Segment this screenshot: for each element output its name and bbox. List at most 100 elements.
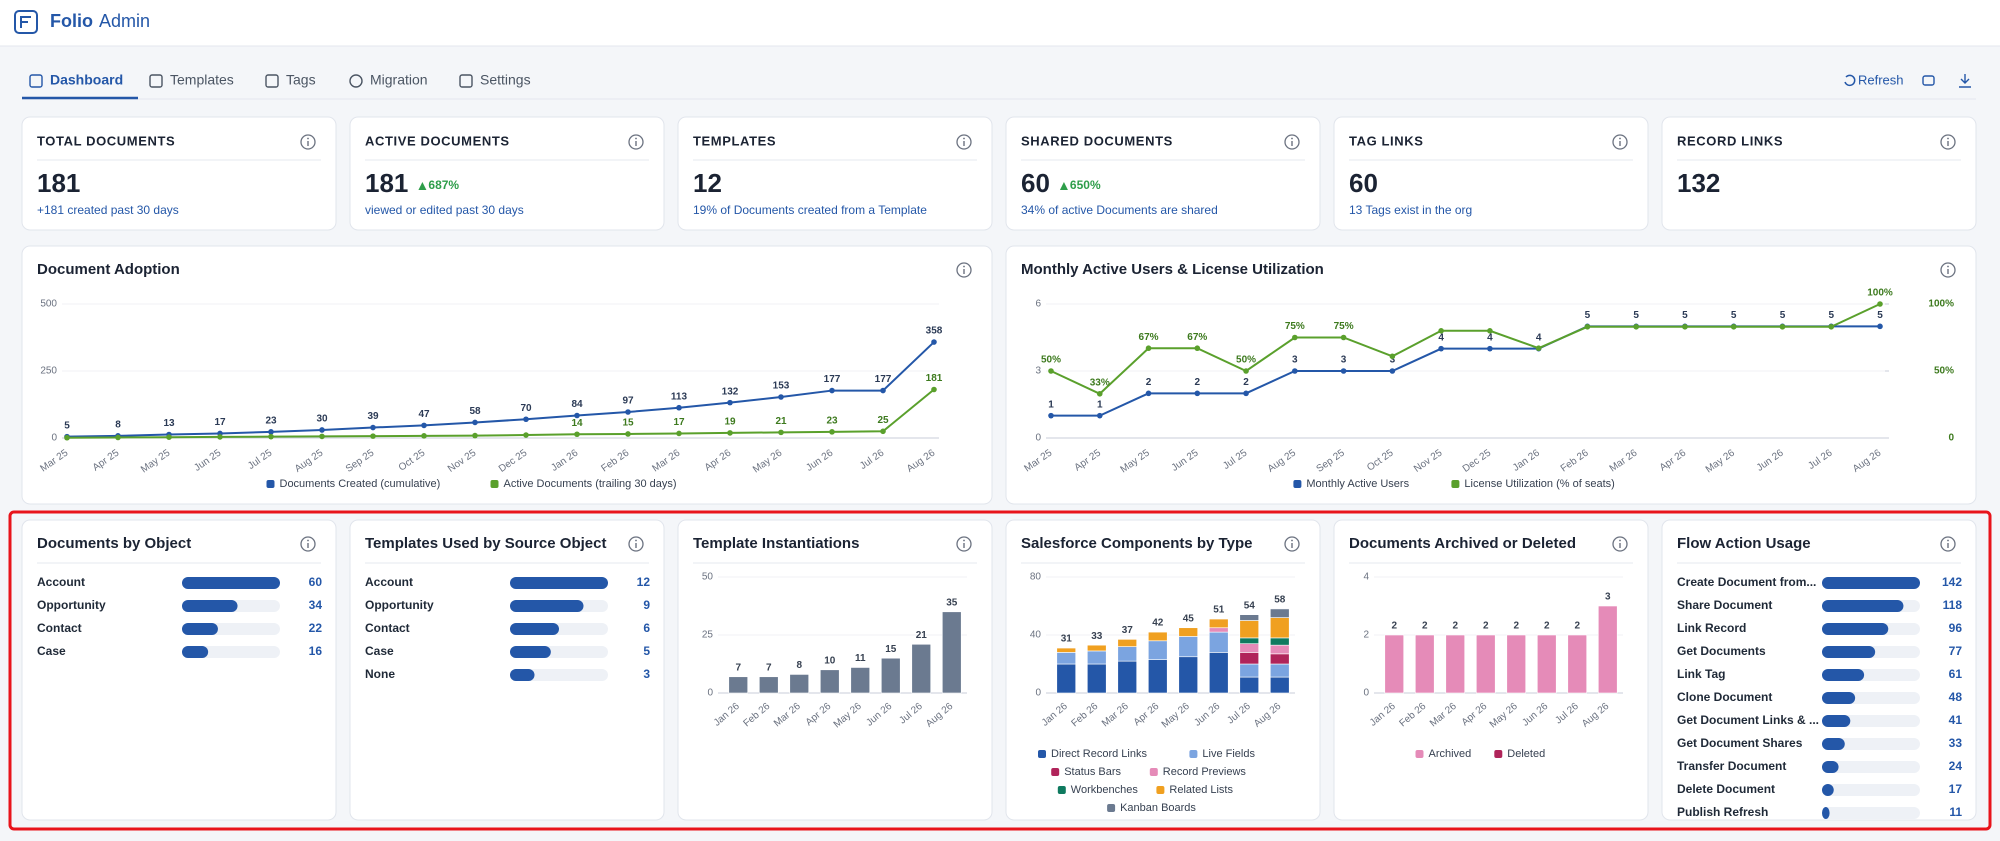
info-icon[interactable] (956, 262, 972, 278)
legend-item[interactable]: Deleted (1494, 748, 1545, 760)
data-label: 181 (926, 373, 943, 384)
bar-label: Share Document (1677, 598, 1772, 612)
tab[interactable]: Templates (149, 72, 234, 88)
legend-item[interactable]: Documents Created (cumulative) (266, 478, 441, 490)
download-icon (1959, 74, 1971, 88)
data-label: 37 (1122, 625, 1134, 636)
legend-item[interactable]: Archived (1415, 748, 1472, 760)
logo[interactable] (14, 10, 38, 34)
info-icon[interactable] (1612, 134, 1628, 150)
bar-segment (728, 676, 749, 694)
y-tick-label: 50 (702, 572, 714, 583)
download-button[interactable] (1959, 74, 1971, 88)
bar (182, 600, 238, 612)
data-label: 2 (1452, 621, 1458, 632)
tab[interactable]: Dashboard (29, 72, 123, 88)
info-icon[interactable] (1284, 536, 1300, 552)
data-label: 5 (64, 420, 70, 431)
bar-segment (1269, 608, 1290, 618)
bar-segment (1239, 620, 1260, 639)
line-point (268, 433, 274, 440)
tab[interactable]: Settings (459, 72, 531, 88)
data-label: 58 (1274, 595, 1286, 606)
data-label: 35 (946, 597, 958, 608)
bar-segment (911, 643, 932, 694)
logo-frame (14, 10, 38, 34)
legend-item[interactable]: Monthly Active Users (1293, 478, 1410, 490)
bar-segment (1414, 634, 1435, 694)
bar-label: Delete Document (1677, 782, 1775, 796)
line-point (421, 433, 427, 439)
refresh-button[interactable]: Refresh (1844, 72, 1904, 87)
tab-label: Settings (480, 72, 531, 88)
info-icon[interactable] (1940, 536, 1956, 552)
info-icon-ring (956, 536, 972, 552)
line-point (1096, 390, 1103, 397)
y-tick-label: 2 (1363, 630, 1369, 641)
bar-segment (1117, 646, 1138, 662)
bar-track (510, 669, 608, 681)
info-icon[interactable] (1940, 262, 1956, 278)
info-icon[interactable] (1940, 134, 1956, 150)
legend-item[interactable]: Live Fields (1189, 748, 1255, 760)
info-icon[interactable] (1284, 134, 1300, 150)
kpi-value: 132 (1677, 168, 1720, 198)
legend-item[interactable]: License Utilization (% of seats) (1451, 478, 1615, 490)
tab[interactable]: Tags (265, 72, 316, 88)
bar (1822, 715, 1851, 727)
legend-item[interactable]: Workbenches (1057, 784, 1139, 796)
data-label: 2 (1422, 621, 1428, 632)
line-point (370, 433, 376, 439)
info-icon[interactable] (300, 536, 316, 552)
data-label: 84 (571, 399, 583, 410)
legend-item[interactable]: Active Documents (trailing 30 days) (490, 478, 677, 490)
bar-segment (1445, 634, 1466, 694)
bar-track (1822, 738, 1920, 750)
info-icon[interactable] (956, 134, 972, 150)
print-button[interactable] (1922, 75, 1935, 86)
legend-item[interactable]: Record Previews (1149, 766, 1247, 778)
line-point (931, 386, 937, 393)
card (21, 245, 993, 505)
info-icon[interactable] (628, 134, 644, 150)
legend-item[interactable]: Related Lists (1156, 784, 1233, 796)
legend-item[interactable]: Status Bars (1051, 766, 1122, 778)
tab-icon (349, 74, 363, 88)
data-label: 17 (214, 417, 226, 428)
data-label: 33% (1090, 377, 1110, 388)
kpi-label: TAG LINKS (1349, 133, 1424, 148)
info-icon-dot (1619, 539, 1621, 542)
legend-label: Live Fields (1202, 748, 1255, 760)
bar-segment (1384, 634, 1405, 694)
bar-segment (1269, 676, 1290, 694)
data-label: 45 (1183, 613, 1195, 624)
bar-value: 22 (309, 621, 323, 635)
bar-value: 3 (643, 667, 650, 681)
info-icon[interactable] (1612, 536, 1628, 552)
bar-segment (1178, 636, 1199, 658)
bar-value: 41 (1949, 713, 1963, 727)
kpi-value: 60 (1021, 168, 1050, 198)
y-tick-label: 0 (1363, 688, 1369, 699)
info-icon-dot (1291, 137, 1293, 140)
tab-label: Tags (286, 72, 316, 88)
kpi-note: 13 Tags exist in the org (1349, 203, 1472, 217)
info-icon[interactable] (956, 536, 972, 552)
bar (1822, 669, 1865, 681)
y-tick-label: 3 (1035, 366, 1041, 377)
tab-label: Templates (170, 72, 234, 88)
highlight-box (8, 510, 1992, 831)
legend-item[interactable]: Kanban Boards (1107, 802, 1196, 814)
info-icon[interactable] (300, 134, 316, 150)
data-label: 5 (1780, 310, 1786, 321)
legend-item[interactable]: Direct Record Links (1038, 748, 1147, 760)
data-label: 2 (1146, 377, 1152, 388)
tab[interactable]: Migration (349, 72, 428, 88)
line-point (1877, 301, 1883, 307)
info-icon[interactable] (628, 536, 644, 552)
data-label: 17 (673, 417, 685, 428)
bar (510, 600, 584, 612)
line-point (1828, 323, 1835, 330)
brand[interactable]: Folio Admin (50, 11, 150, 31)
bar-label: Clone Document (1677, 690, 1772, 704)
